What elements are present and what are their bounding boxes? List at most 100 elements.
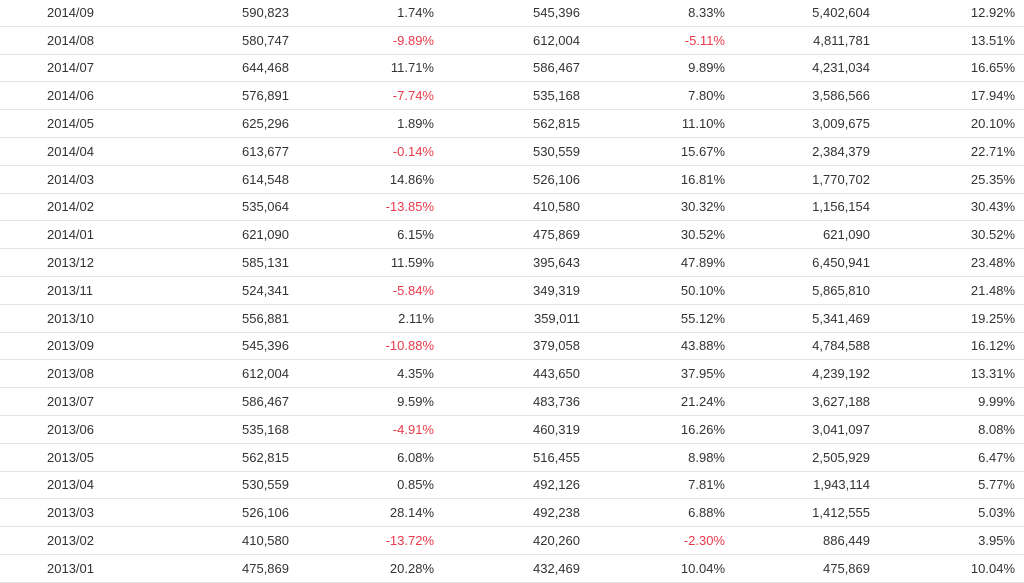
cell-yoy-change: 8.98%: [688, 449, 725, 465]
table-row: 2013/11 524,341 -5.84% 349,319 50.10% 5,…: [0, 276, 1024, 305]
cell-revenue: 576,891: [242, 88, 289, 104]
cell-month: 2014/07: [47, 60, 94, 76]
cell-cumulative: 3,586,566: [812, 88, 870, 104]
table-row: 2013/01 475,869 20.28% 432,469 10.04% 47…: [0, 554, 1024, 583]
cell-revenue: 526,106: [242, 505, 289, 521]
cell-revenue: 644,468: [242, 60, 289, 76]
cell-revenue: 524,341: [242, 282, 289, 298]
cell-revenue: 556,881: [242, 310, 289, 326]
cell-revenue: 621,090: [242, 227, 289, 243]
cell-revenue: 580,747: [242, 32, 289, 48]
cell-month: 2013/11: [47, 282, 94, 298]
cell-cumulative-yoy: 10.04%: [970, 560, 1015, 576]
cell-month: 2014/04: [47, 143, 94, 159]
cell-mom-change: -0.14%: [392, 143, 434, 159]
table-row: 2013/10 556,881 2.11% 359,011 55.12% 5,3…: [0, 304, 1024, 333]
cell-cumulative: 5,865,810: [812, 282, 870, 298]
cell-mom-change: -7.74%: [392, 88, 434, 104]
cell-month: 2013/01: [47, 560, 94, 576]
cell-mom-change: 11.59%: [390, 255, 434, 271]
cell-yoy-change: 7.80%: [688, 88, 725, 104]
cell-cumulative: 6,450,941: [812, 255, 870, 271]
cell-last-year: 379,058: [533, 338, 580, 354]
table-row: 2013/07 586,467 9.59% 483,736 21.24% 3,6…: [0, 388, 1024, 416]
cell-mom-change: 6.15%: [397, 227, 434, 243]
cell-cumulative-yoy: 23.48%: [970, 255, 1015, 271]
cell-yoy-change: 47.89%: [680, 255, 725, 271]
cell-yoy-change: 16.26%: [680, 421, 725, 437]
cell-yoy-change: 15.67%: [680, 143, 725, 159]
cell-month: 2013/12: [47, 255, 94, 271]
cell-revenue: 535,064: [242, 199, 289, 215]
cell-mom-change: 0.85%: [397, 477, 434, 493]
cell-month: 2013/09: [47, 338, 94, 354]
cell-cumulative: 1,156,154: [812, 199, 870, 215]
cell-mom-change: -13.85%: [385, 199, 434, 215]
cell-mom-change: 28.14%: [389, 505, 434, 521]
cell-cumulative-yoy: 5.77%: [978, 477, 1015, 493]
cell-cumulative-yoy: 30.52%: [970, 227, 1015, 243]
cell-mom-change: 6.08%: [397, 449, 434, 465]
cell-revenue: 475,869: [242, 560, 289, 576]
cell-last-year: 420,260: [533, 533, 580, 549]
cell-cumulative-yoy: 17.94%: [970, 88, 1015, 104]
cell-yoy-change: 37.95%: [680, 366, 725, 382]
cell-month: 2013/06: [47, 421, 94, 437]
table-row: 2014/08 580,747 -9.89% 612,004 -5.11% 4,…: [0, 26, 1024, 55]
cell-mom-change: -10.88%: [385, 338, 434, 354]
cell-cumulative-yoy: 21.48%: [970, 282, 1015, 298]
cell-cumulative: 5,402,604: [812, 4, 870, 20]
cell-cumulative: 2,384,379: [812, 143, 870, 159]
cell-month: 2014/02: [47, 199, 94, 215]
table-row: 2013/09 545,396 -10.88% 379,058 43.88% 4…: [0, 332, 1024, 361]
cell-mom-change: 11.71%: [390, 60, 434, 76]
cell-cumulative: 2,505,929: [812, 449, 870, 465]
table-row: 2014/05 625,296 1.89% 562,815 11.10% 3,0…: [0, 110, 1024, 138]
cell-revenue: 613,677: [242, 143, 289, 159]
cell-last-year: 492,238: [533, 505, 580, 521]
cell-month: 2014/08: [47, 32, 94, 48]
cell-cumulative-yoy: 13.51%: [970, 32, 1015, 48]
cell-month: 2014/09: [47, 4, 94, 20]
cell-yoy-change: 55.12%: [680, 310, 725, 326]
cell-yoy-change: 8.33%: [688, 4, 725, 20]
cell-last-year: 586,467: [533, 60, 580, 76]
table-row: 2014/03 614,548 14.86% 526,106 16.81% 1,…: [0, 165, 1024, 194]
cell-yoy-change: 6.88%: [688, 505, 725, 521]
cell-cumulative: 4,239,192: [812, 366, 870, 382]
cell-last-year: 612,004: [533, 32, 580, 48]
cell-last-year: 359,011: [533, 310, 580, 326]
cell-month: 2013/05: [47, 449, 94, 465]
cell-cumulative: 5,341,469: [812, 310, 870, 326]
cell-month: 2014/01: [47, 227, 94, 243]
cell-yoy-change: 50.10%: [680, 282, 725, 298]
cell-last-year: 475,869: [533, 227, 580, 243]
cell-cumulative: 621,090: [823, 227, 870, 243]
cell-cumulative-yoy: 25.35%: [970, 171, 1015, 187]
cell-revenue: 530,559: [242, 477, 289, 493]
cell-last-year: 492,126: [533, 477, 580, 493]
cell-month: 2013/03: [47, 505, 94, 521]
cell-cumulative-yoy: 5.03%: [978, 505, 1015, 521]
cell-revenue: 586,467: [242, 394, 289, 410]
cell-yoy-change: 10.04%: [680, 560, 725, 576]
cell-yoy-change: 21.24%: [680, 394, 725, 410]
cell-cumulative: 1,412,555: [812, 505, 870, 521]
cell-cumulative-yoy: 12.92%: [970, 4, 1015, 20]
cell-mom-change: 1.89%: [397, 116, 434, 132]
cell-cumulative: 1,770,702: [812, 171, 870, 187]
cell-last-year: 432,469: [533, 560, 580, 576]
cell-cumulative-yoy: 20.10%: [970, 116, 1015, 132]
cell-last-year: 395,643: [533, 255, 580, 271]
table-row: 2014/02 535,064 -13.85% 410,580 30.32% 1…: [0, 193, 1024, 222]
cell-yoy-change: 11.10%: [681, 116, 725, 132]
cell-mom-change: -4.91%: [392, 421, 434, 437]
cell-cumulative: 3,627,188: [812, 394, 870, 410]
cell-cumulative-yoy: 6.47%: [978, 449, 1015, 465]
table-row: 2014/09 590,823 1.74% 545,396 8.33% 5,40…: [0, 0, 1024, 27]
cell-last-year: 410,580: [533, 199, 580, 215]
cell-mom-change: 14.86%: [389, 171, 434, 187]
cell-cumulative: 1,943,114: [813, 477, 870, 493]
cell-last-year: 535,168: [533, 88, 580, 104]
